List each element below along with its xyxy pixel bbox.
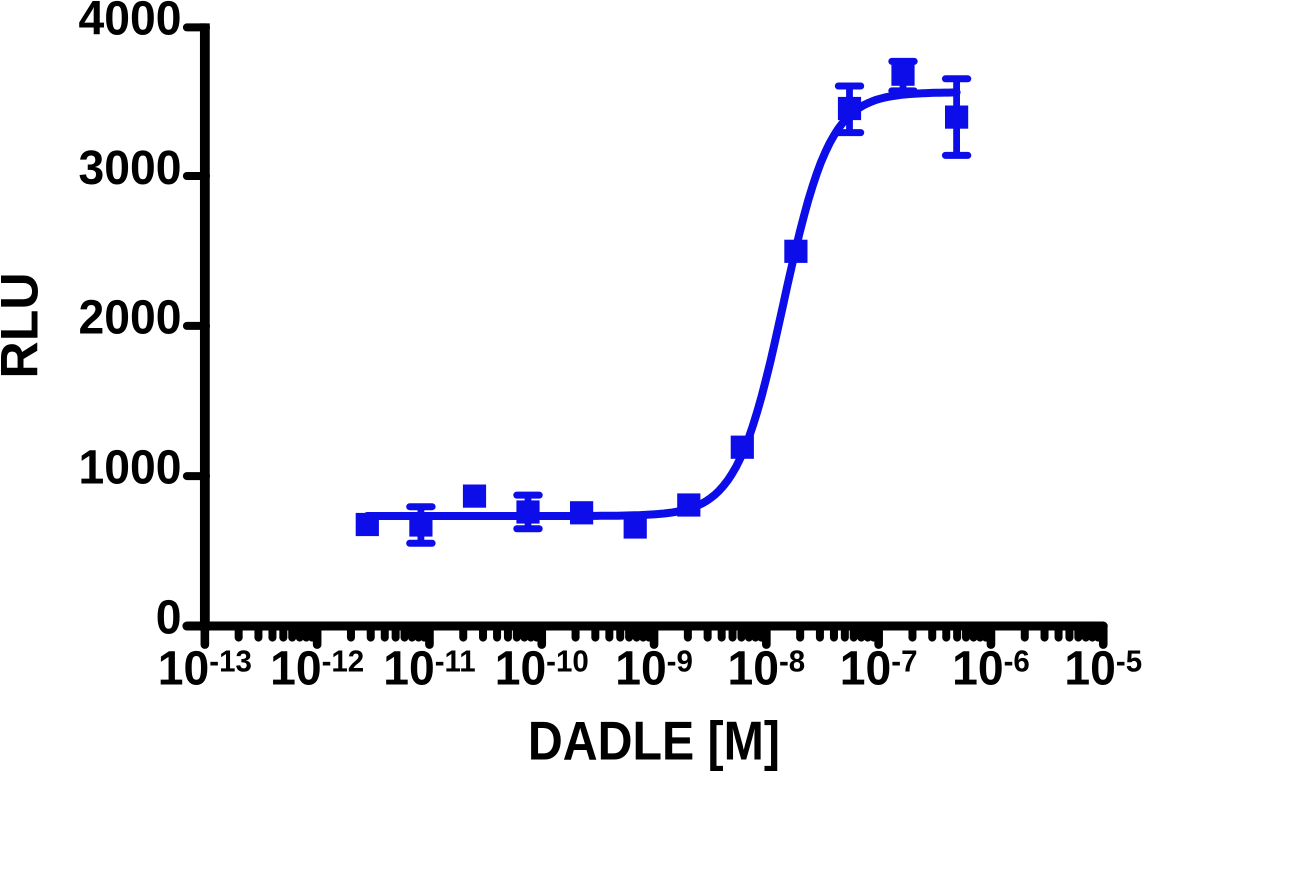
svg-text:10-8: 10-8 [727,641,805,695]
svg-text:DADLE [M]: DADLE [M] [528,711,780,771]
svg-text:10-6: 10-6 [952,641,1030,695]
svg-text:1000: 1000 [78,440,181,494]
svg-text:10-10: 10-10 [495,641,589,695]
svg-text:10-11: 10-11 [383,641,476,695]
svg-text:4000: 4000 [78,0,181,46]
svg-text:0: 0 [156,590,182,644]
svg-text:10-7: 10-7 [840,641,918,695]
svg-text:RLU: RLU [0,272,50,378]
svg-text:3000: 3000 [78,141,181,195]
svg-text:10-5: 10-5 [1064,641,1142,695]
svg-text:10-9: 10-9 [615,641,693,695]
svg-text:2000: 2000 [78,290,181,344]
svg-text:10-12: 10-12 [270,641,364,695]
svg-text:10-13: 10-13 [158,641,252,695]
